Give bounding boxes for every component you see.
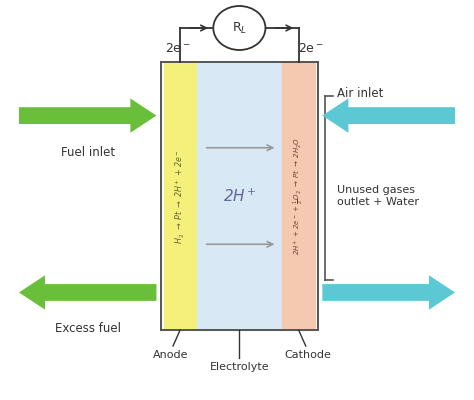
Text: Unused gases
outlet + Water: Unused gases outlet + Water bbox=[337, 185, 419, 207]
Bar bbox=[164, 62, 197, 330]
Text: Cathode: Cathode bbox=[285, 350, 331, 360]
Text: Excess fuel: Excess fuel bbox=[55, 322, 121, 336]
Bar bbox=[197, 62, 282, 330]
Text: Air inlet: Air inlet bbox=[337, 87, 383, 100]
Polygon shape bbox=[19, 98, 156, 133]
Text: 2e$^-$: 2e$^-$ bbox=[165, 42, 191, 55]
Text: H$_2$ $\rightarrow$ Pt $\rightarrow$ 2H$^+$ + 2e$^-$: H$_2$ $\rightarrow$ Pt $\rightarrow$ 2H$… bbox=[173, 148, 187, 244]
Text: 2e$^-$: 2e$^-$ bbox=[298, 42, 323, 55]
Bar bbox=[282, 62, 315, 330]
Text: 2H$^+$: 2H$^+$ bbox=[223, 187, 256, 205]
Polygon shape bbox=[322, 275, 455, 310]
Text: 2H$^+$ + 2e$^-$ + $\frac{1}{2}$O$_2$ $\rightarrow$ Pt $\rightarrow$ 2H$_2$O: 2H$^+$ + 2e$^-$ + $\frac{1}{2}$O$_2$ $\r… bbox=[292, 137, 306, 255]
Text: Electrolyte: Electrolyte bbox=[210, 362, 269, 372]
Text: R$_L$: R$_L$ bbox=[232, 20, 247, 36]
Text: Fuel inlet: Fuel inlet bbox=[61, 146, 115, 158]
Polygon shape bbox=[322, 98, 455, 133]
Text: Anode: Anode bbox=[153, 350, 188, 360]
Polygon shape bbox=[19, 275, 156, 310]
Circle shape bbox=[213, 6, 265, 50]
